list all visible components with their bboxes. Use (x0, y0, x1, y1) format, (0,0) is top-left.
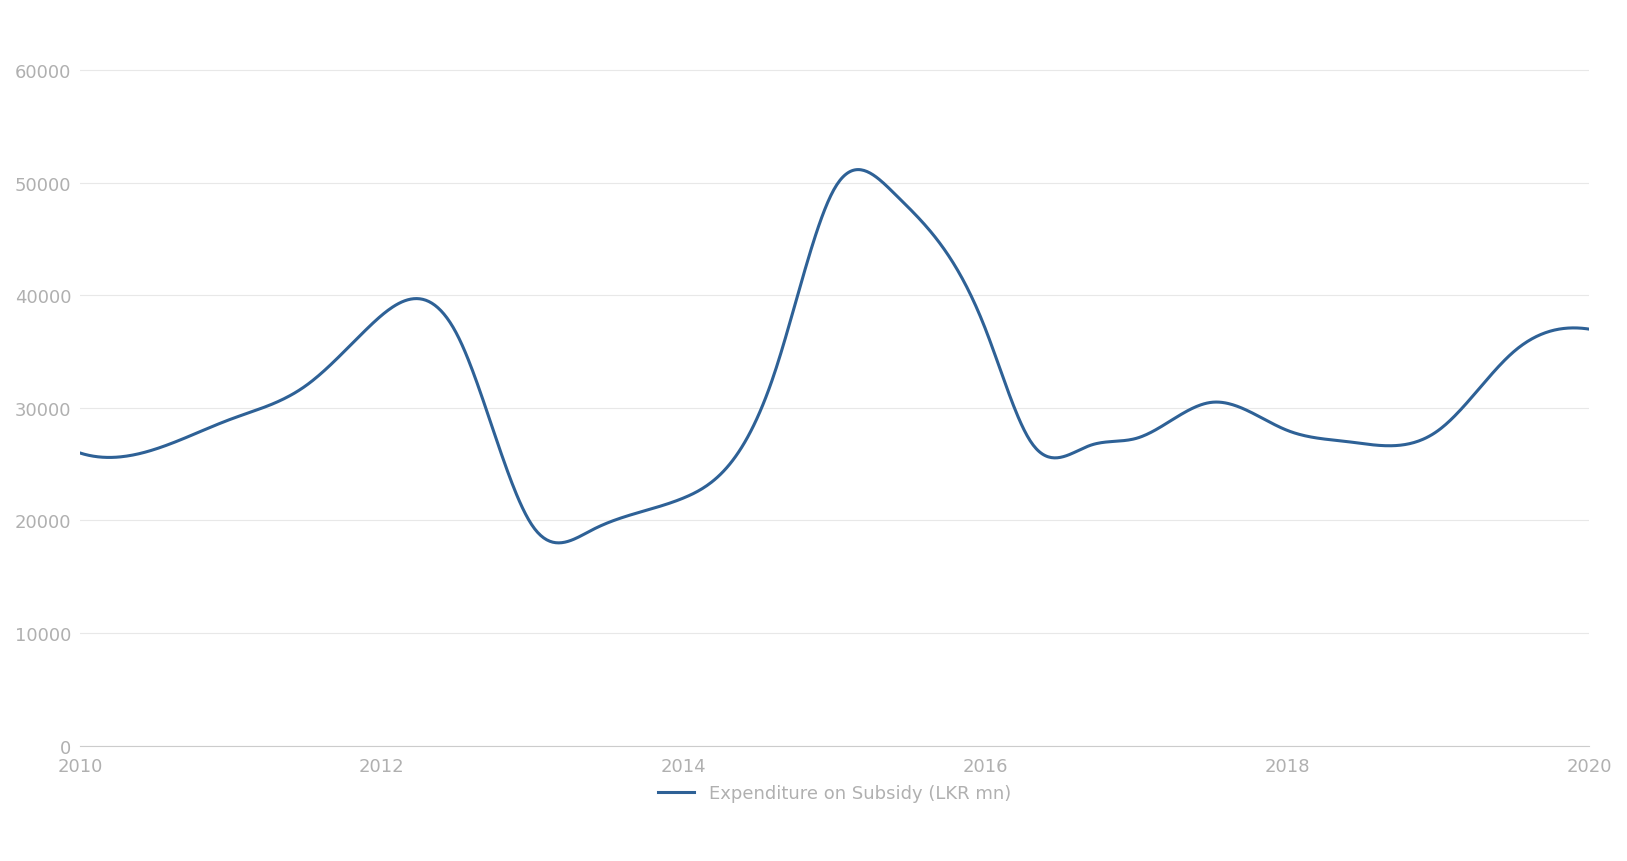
Legend: Expenditure on Subsidy (LKR mn): Expenditure on Subsidy (LKR mn) (651, 777, 1019, 809)
